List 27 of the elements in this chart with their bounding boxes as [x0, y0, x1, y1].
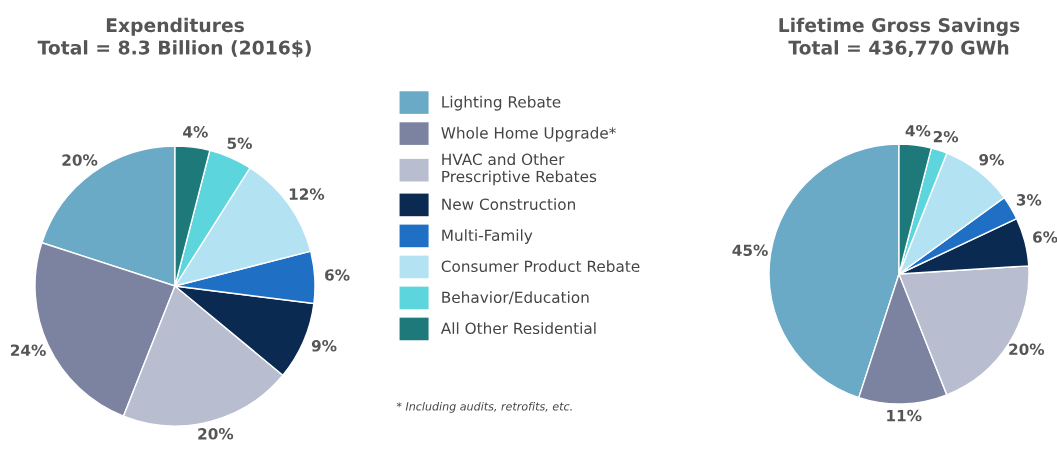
data-label: 20% [62, 154, 98, 166]
chart-title: Lifetime Gross Savings Total = 436,770 GWh [779, 17, 1020, 58]
data-label: 9% [311, 340, 337, 352]
chart-title: Expenditures Total = 8.3 Billion (2016$) [37, 17, 311, 58]
data-label: 9% [979, 153, 1004, 166]
data-label: 3% [1016, 194, 1042, 206]
data-label: 11% [887, 409, 922, 422]
data-label: 20% [1009, 343, 1045, 356]
data-label: 6% [325, 269, 350, 281]
data-label: 4% [183, 126, 208, 138]
data-label: 20% [198, 428, 234, 440]
text: * Including audits, retrofits, etc. [396, 401, 572, 413]
legend-label: Whole Home Upgrade* [441, 126, 616, 142]
legend-label: Lighting Rebate [442, 95, 561, 111]
data-label: 2% [933, 130, 959, 143]
data-label: 12% [289, 188, 325, 200]
legend-label: Consumer Product Rebate [441, 260, 640, 273]
legend-label: All Other Residential [440, 322, 596, 335]
data-label: 5% [227, 137, 252, 150]
legend-label: Behavior/Education [442, 291, 589, 305]
data-label: 45% [732, 244, 768, 257]
data-label: 24% [10, 344, 46, 356]
data-label: 6% [1033, 231, 1057, 243]
legend-label: Multi-Family [442, 229, 533, 244]
legend-label: New Construction [442, 198, 575, 211]
data-label: 4% [905, 125, 931, 137]
legend-label: HVAC and Other Prescriptive Rebates [442, 153, 597, 186]
